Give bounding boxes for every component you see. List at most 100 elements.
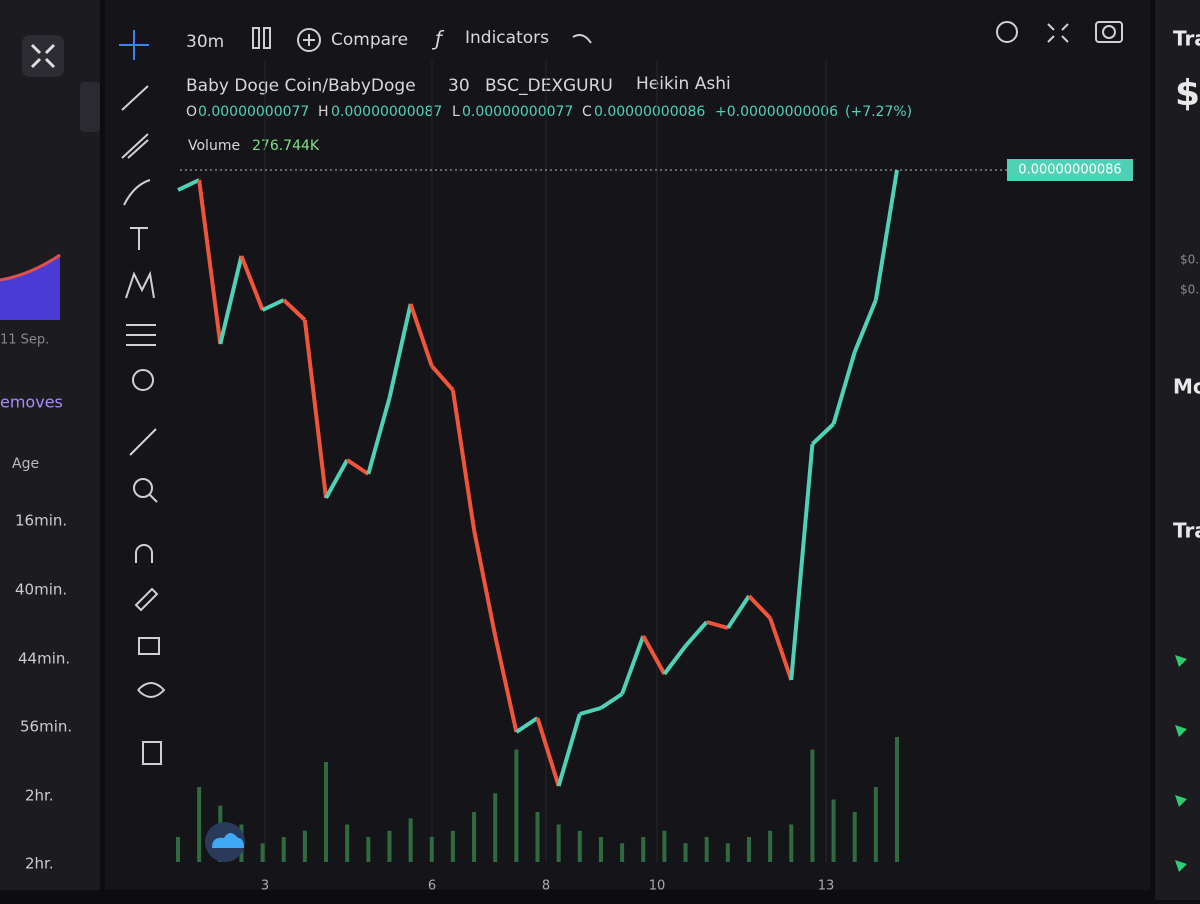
age: 56min.: [20, 718, 72, 736]
candle: [811, 422, 835, 446]
candle: [556, 713, 582, 787]
volume-bar: [345, 824, 350, 862]
symbol: Baby Doge Coin/BabyDoge: [186, 76, 416, 96]
ohlc-value: 0.00000000086: [594, 104, 705, 120]
interval-button[interactable]: 30m: [186, 32, 224, 52]
candle: [472, 529, 498, 637]
ohlc-key: O: [186, 104, 197, 120]
volume-bar: [704, 837, 709, 862]
candle: [177, 178, 201, 192]
volume-bar: [746, 837, 751, 862]
volume-bar: [429, 837, 434, 862]
candle: [197, 179, 223, 345]
candle: [579, 706, 602, 716]
volume-key: Volume: [188, 138, 240, 154]
volume-bar: [450, 830, 455, 862]
volume-bar: [535, 812, 540, 862]
candle: [620, 635, 646, 695]
volume-bar: [387, 830, 392, 862]
age: 16min.: [15, 512, 67, 530]
volume-bar: [641, 837, 646, 862]
volume-bar: [577, 830, 582, 862]
price: $0.: [1180, 283, 1199, 297]
x-tick-label: 3: [261, 879, 269, 894]
volume-bar: [514, 749, 519, 862]
candle: [493, 635, 519, 733]
last-price-tag: [1007, 159, 1133, 181]
section-title: Tra: [1173, 519, 1200, 543]
chart-panel: [105, 0, 1150, 890]
candle: [346, 458, 370, 476]
x-tick-label: 10: [649, 879, 666, 894]
candle: [515, 716, 539, 734]
candle: [706, 620, 729, 630]
change-percent: (+7.27%): [845, 104, 912, 120]
volume-value: 276.744K: [252, 138, 320, 154]
volume-bar: [176, 837, 180, 862]
collapse-button[interactable]: [80, 82, 100, 132]
candle: [387, 303, 413, 399]
volume-bar: [598, 837, 603, 862]
candle: [726, 594, 751, 630]
candle: [282, 298, 307, 322]
left-panel: [0, 0, 100, 890]
age: 40min.: [15, 581, 67, 599]
candle: [366, 397, 392, 475]
volume-bar: [831, 799, 836, 862]
exchange: BSC_DEXGURU: [485, 76, 613, 96]
candle: [324, 459, 349, 499]
volume-bar: [852, 812, 857, 862]
candle: [599, 692, 624, 710]
candle: [747, 594, 772, 620]
date-label: 11 Sep.: [0, 333, 49, 348]
candle: [239, 255, 265, 311]
price: $0.: [1180, 253, 1199, 267]
candle: [430, 364, 455, 392]
column-header: Age: [12, 456, 39, 472]
candle: [662, 644, 688, 676]
volume-bar: [725, 843, 730, 862]
volume-bar: [895, 737, 899, 862]
candle: [450, 389, 477, 531]
price-symbol: $: [1175, 73, 1200, 114]
ohlc-value: 0.00000000087: [331, 104, 442, 120]
ohlc-key: C: [582, 104, 592, 120]
volume-bar: [260, 843, 265, 862]
x-tick-label: 13: [818, 879, 835, 894]
panel-title: Tra: [1173, 27, 1200, 51]
compare-button[interactable]: Compare: [331, 30, 408, 50]
candle: [873, 169, 899, 301]
volume-bar: [768, 830, 773, 862]
volume-bar: [302, 830, 307, 862]
volume-bar: [408, 818, 413, 862]
chart-style: Heikin Ashi: [636, 74, 731, 94]
volume-bar: [683, 843, 688, 862]
x-tick-label: 8: [542, 879, 550, 894]
candle: [218, 255, 244, 345]
volume-bar: [324, 762, 329, 862]
indicators-button[interactable]: Indicators: [465, 28, 549, 48]
ohlc-key: L: [452, 104, 460, 120]
interval: 30: [448, 76, 470, 96]
candle: [789, 443, 815, 681]
right-panel: [1155, 0, 1200, 900]
candle: [408, 303, 434, 367]
age: 44min.: [18, 650, 70, 668]
section-title: Mo: [1173, 375, 1200, 399]
last-price-label: 0.00000000086: [1018, 163, 1121, 178]
candle: [768, 617, 794, 681]
age: 2hr.: [25, 855, 54, 873]
volume-bar: [620, 843, 625, 862]
candle: [852, 299, 878, 353]
expand-button[interactable]: [22, 35, 64, 77]
ohlc-value: 0.00000000077: [198, 104, 309, 120]
volume-bar: [662, 830, 667, 862]
volume-bar: [472, 812, 477, 862]
candle: [535, 717, 561, 787]
x-tick-label: 6: [428, 879, 436, 894]
candle: [641, 635, 667, 675]
change: +0.00000000006: [715, 104, 838, 120]
volume-bar: [873, 787, 878, 862]
tab[interactable]: emoves: [0, 393, 63, 412]
